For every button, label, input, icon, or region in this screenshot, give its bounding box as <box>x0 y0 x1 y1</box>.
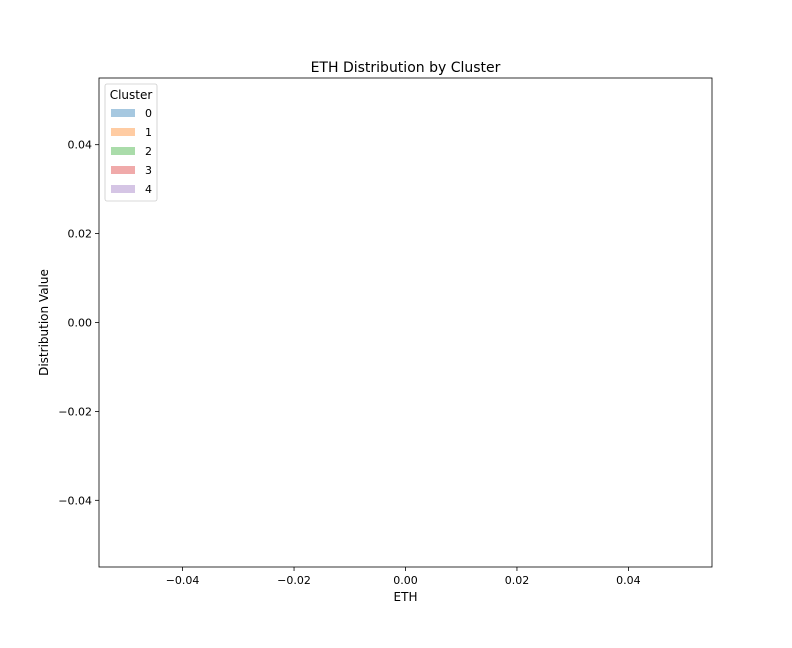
legend-label-0: 0 <box>145 107 152 120</box>
legend-label-1: 1 <box>145 126 152 139</box>
y-tick-label: −0.04 <box>58 494 92 507</box>
legend-entries: 0 1 2 3 4 <box>111 107 152 196</box>
legend-swatch-3 <box>111 166 135 174</box>
plot-area <box>98 77 713 568</box>
x-tick-label: −0.02 <box>277 574 311 587</box>
legend-label-3: 3 <box>145 164 152 177</box>
legend: Cluster 0 1 2 3 4 <box>104 83 158 202</box>
legend-swatch-2 <box>111 147 135 155</box>
legend-title: Cluster <box>110 88 153 102</box>
y-tick-label: 0.00 <box>68 317 93 330</box>
y-axis-ticks: 0.04 0.02 0.00 −0.02 −0.04 <box>58 139 99 507</box>
legend-swatch-1 <box>111 128 135 136</box>
x-axis-label: ETH <box>394 590 418 604</box>
x-tick-label: 0.02 <box>505 574 530 587</box>
y-tick-label: 0.04 <box>68 139 93 152</box>
y-tick-label: 0.02 <box>68 228 93 241</box>
y-tick-label: −0.02 <box>58 405 92 418</box>
legend-swatch-4 <box>111 185 135 193</box>
x-tick-label: 0.00 <box>393 574 418 587</box>
x-tick-label: −0.04 <box>166 574 200 587</box>
chart-title: ETH Distribution by Cluster <box>311 60 501 76</box>
y-axis-label: Distribution Value <box>37 269 51 376</box>
legend-label-2: 2 <box>145 145 152 158</box>
x-axis-ticks: −0.04 −0.02 0.00 0.02 0.04 <box>166 567 641 587</box>
legend-label-4: 4 <box>145 183 152 196</box>
legend-swatch-0 <box>111 109 135 117</box>
x-tick-label: 0.04 <box>616 574 641 587</box>
